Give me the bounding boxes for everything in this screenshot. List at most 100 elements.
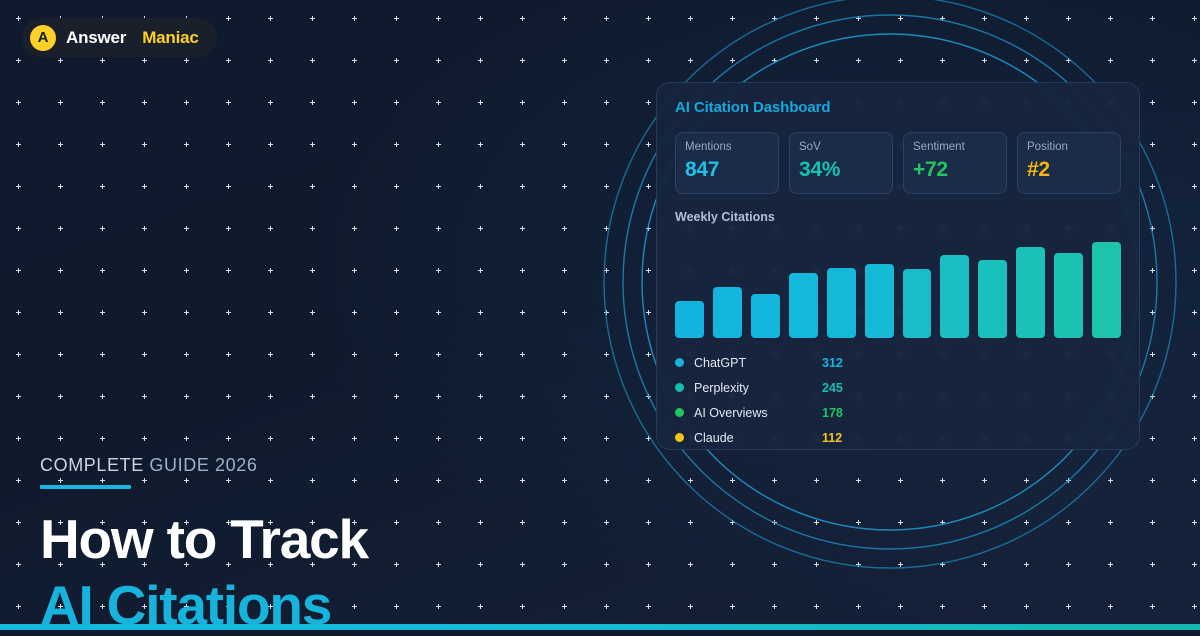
metric-card: SoV 34% — [789, 132, 893, 194]
grid-dot — [268, 16, 273, 21]
legend-label: ChatGPT — [694, 355, 747, 370]
grid-dot — [982, 604, 987, 609]
legend-label: AI Overviews — [694, 405, 768, 420]
grid-dot — [772, 58, 777, 63]
grid-dot — [604, 142, 609, 147]
grid-dot — [772, 562, 777, 567]
grid-dot — [142, 268, 147, 273]
grid-dot — [142, 436, 147, 441]
grid-dot — [478, 226, 483, 231]
grid-dot — [1192, 226, 1197, 231]
grid-dot — [184, 184, 189, 189]
grid-dot — [310, 394, 315, 399]
grid-dot — [604, 310, 609, 315]
grid-dot — [16, 310, 21, 315]
grid-dot — [100, 394, 105, 399]
chart-bar — [826, 267, 856, 338]
brand-logo[interactable]: A Answer Maniac — [22, 18, 217, 57]
grid-dot — [562, 142, 567, 147]
grid-dot — [1108, 604, 1113, 609]
legend-value: 312 — [822, 355, 843, 370]
grid-dot — [226, 310, 231, 315]
grid-dot — [100, 226, 105, 231]
grid-dot — [856, 562, 861, 567]
grid-dot — [1192, 310, 1197, 315]
grid-dot — [604, 352, 609, 357]
grid-dot — [226, 226, 231, 231]
grid-dot — [16, 268, 21, 273]
grid-dot — [646, 184, 651, 189]
grid-dot — [310, 520, 315, 525]
grid-dot — [394, 268, 399, 273]
grid-dot — [604, 562, 609, 567]
grid-dot — [268, 436, 273, 441]
grid-dot — [142, 310, 147, 315]
grid-dot — [982, 520, 987, 525]
grid-dot — [604, 58, 609, 63]
grid-dot — [646, 436, 651, 441]
grid-dot — [436, 310, 441, 315]
grid-dot — [814, 58, 819, 63]
grid-dot — [562, 562, 567, 567]
grid-dot — [604, 226, 609, 231]
grid-dot — [604, 100, 609, 105]
grid-dot — [562, 226, 567, 231]
grid-dot — [100, 478, 105, 483]
chart-bar — [864, 263, 894, 338]
grid-dot — [16, 142, 21, 147]
grid-dot — [268, 394, 273, 399]
grid-dot — [436, 520, 441, 525]
grid-dot — [184, 520, 189, 525]
metric-value: 847 — [685, 157, 720, 181]
grid-dot — [520, 310, 525, 315]
grid-dot — [226, 352, 231, 357]
grid-dot — [940, 604, 945, 609]
legend-color-dot-icon — [675, 383, 684, 392]
brand-word-two: Maniac — [142, 27, 199, 47]
grid-dot — [58, 268, 63, 273]
grid-dot — [562, 478, 567, 483]
grid-dot — [142, 226, 147, 231]
legend-label: Claude — [694, 430, 734, 445]
grid-dot — [436, 16, 441, 21]
grid-dot — [352, 604, 357, 609]
grid-dot — [1192, 184, 1197, 189]
grid-dot — [562, 352, 567, 357]
grid-dot — [646, 100, 651, 105]
grid-dot — [478, 142, 483, 147]
grid-dot — [478, 436, 483, 441]
grid-dot — [352, 562, 357, 567]
legend-value: 112 — [822, 430, 843, 445]
grid-dot — [520, 352, 525, 357]
legend-color-dot-icon — [675, 358, 684, 367]
grid-dot — [856, 520, 861, 525]
grid-dot — [268, 226, 273, 231]
grid-dot — [1024, 58, 1029, 63]
grid-dot — [352, 268, 357, 273]
grid-dot — [562, 394, 567, 399]
page-title-line-two: AI Citations — [40, 574, 332, 636]
grid-dot — [646, 310, 651, 315]
grid-dot — [310, 562, 315, 567]
grid-dot — [58, 520, 63, 525]
grid-dot — [58, 562, 63, 567]
grid-dot — [478, 100, 483, 105]
grid-dot — [394, 562, 399, 567]
grid-dot — [1150, 520, 1155, 525]
grid-dot — [58, 226, 63, 231]
grid-dot — [646, 142, 651, 147]
grid-dot — [520, 100, 525, 105]
grid-dot — [436, 478, 441, 483]
grid-dot — [1192, 562, 1197, 567]
grid-dot — [352, 478, 357, 483]
grid-dot — [898, 58, 903, 63]
grid-dot — [142, 562, 147, 567]
grid-dot — [520, 268, 525, 273]
grid-dot — [1024, 562, 1029, 567]
grid-dot — [100, 604, 105, 609]
grid-dot — [688, 58, 693, 63]
grid-dot — [352, 58, 357, 63]
grid-dot — [562, 58, 567, 63]
grid-dot — [184, 436, 189, 441]
grid-dot — [478, 478, 483, 483]
